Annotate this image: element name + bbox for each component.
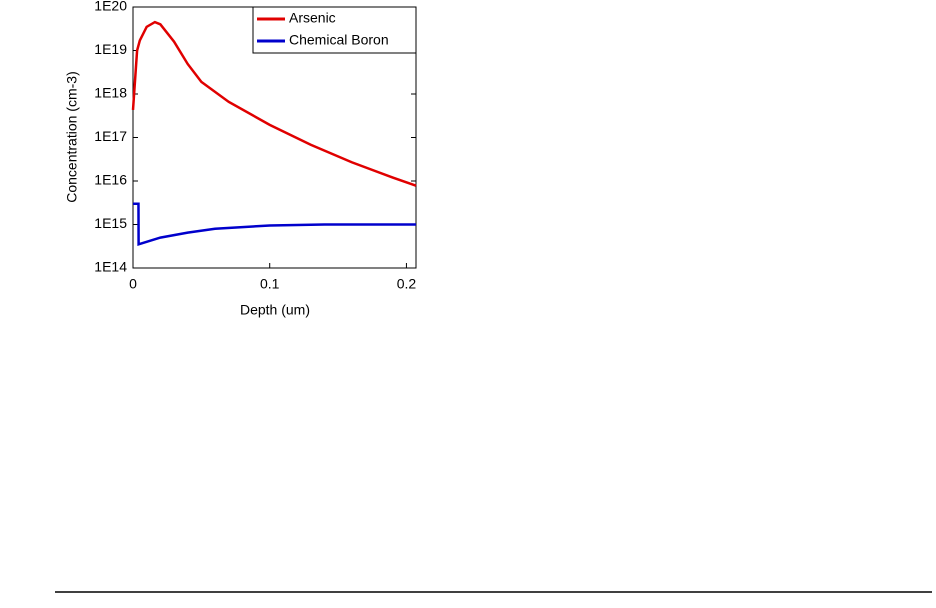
legend-label: Chemical Boron <box>289 32 389 48</box>
y-tick-label: 1E20 <box>94 0 127 14</box>
x-axis-label: Depth (um) <box>240 302 310 318</box>
y-tick-label: 1E18 <box>94 85 127 101</box>
y-tick-label: 1E19 <box>94 41 127 57</box>
data-line <box>131 20 417 187</box>
y-tick-label: 1E14 <box>94 259 127 275</box>
x-tick-label: 0.2 <box>397 276 417 292</box>
legend-label: Arsenic <box>289 10 336 26</box>
data-line <box>133 202 416 247</box>
legend-box <box>252 6 417 54</box>
y-tick-label: 1E17 <box>94 128 127 144</box>
x-tick-label: 0.1 <box>260 276 280 292</box>
x-tick-label: 0 <box>129 276 137 292</box>
y-axis-label: Concentration (cm-3) <box>64 71 80 203</box>
y-tick-label: 1E15 <box>94 215 127 231</box>
y-tick-label: 1E16 <box>94 172 127 188</box>
